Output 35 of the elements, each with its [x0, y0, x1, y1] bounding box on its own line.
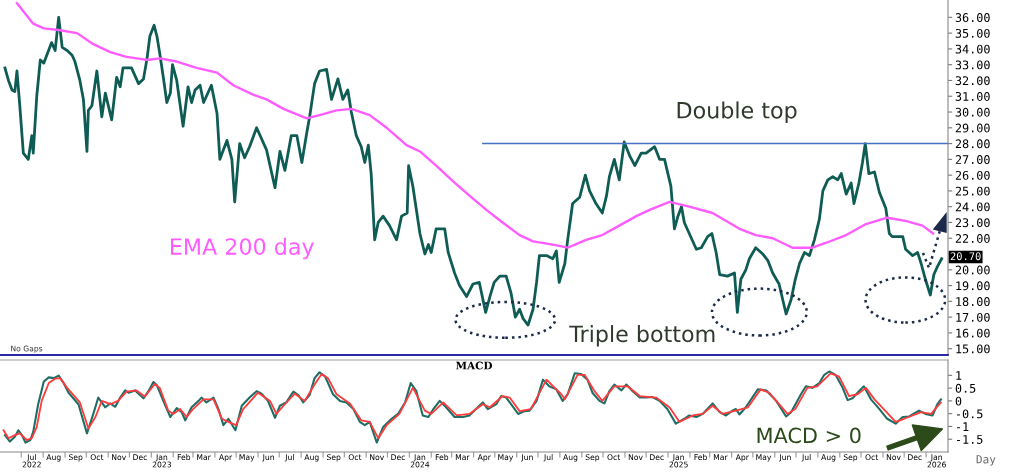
y-tick-label: 17.00	[956, 312, 990, 322]
annotation: MACD > 0	[757, 427, 861, 444]
y-tick-label: -1	[957, 422, 969, 431]
annotation: Double top	[677, 101, 797, 123]
data-label: 20.70	[950, 252, 981, 261]
y-tick-label: 28.00	[955, 139, 990, 149]
y-tick-label: 18.00	[956, 297, 990, 307]
y-tick-label: 27.00	[955, 155, 990, 165]
y-tick-label: 34.00	[955, 44, 990, 54]
annotation: Triple bottom	[569, 325, 715, 347]
y-tick-label: 31.00	[955, 92, 990, 101]
y-tick-label: -0.5	[957, 409, 983, 419]
y-tick-label: 24.00	[955, 202, 990, 212]
y-tick-label: 1	[956, 371, 962, 380]
y-tick-label: 15.00	[956, 344, 990, 354]
y-tick-label: 36.00	[955, 13, 990, 23]
line-series	[3, 15, 944, 327]
y-tick-label: 35.00	[955, 28, 990, 38]
chart-title: MACD	[455, 361, 493, 370]
y-tick-label: 29.00	[955, 123, 990, 133]
y-tick-label: 16.00	[956, 328, 990, 338]
text: EMA 200 day	[171, 237, 314, 260]
y-tick-label: 23.00	[955, 218, 990, 228]
y-tick-label: 0	[955, 396, 962, 406]
y-tick-label: 33.00	[955, 60, 990, 70]
y-tick-label: 26.00	[955, 170, 990, 180]
y-tick-label: 22.00	[955, 234, 990, 243]
y-tick-label: 19.00	[956, 281, 990, 291]
y-tick-label: -1.5	[957, 435, 983, 444]
y-tick-label: 20.00	[955, 265, 990, 275]
y-tick-label: 0.5	[955, 383, 976, 393]
y-tick-label: 32.00	[955, 76, 990, 86]
y-tick-label: 30.00	[955, 107, 990, 117]
x-axis-title: Day	[976, 455, 996, 466]
y-tick-label: 25.00	[955, 186, 990, 196]
